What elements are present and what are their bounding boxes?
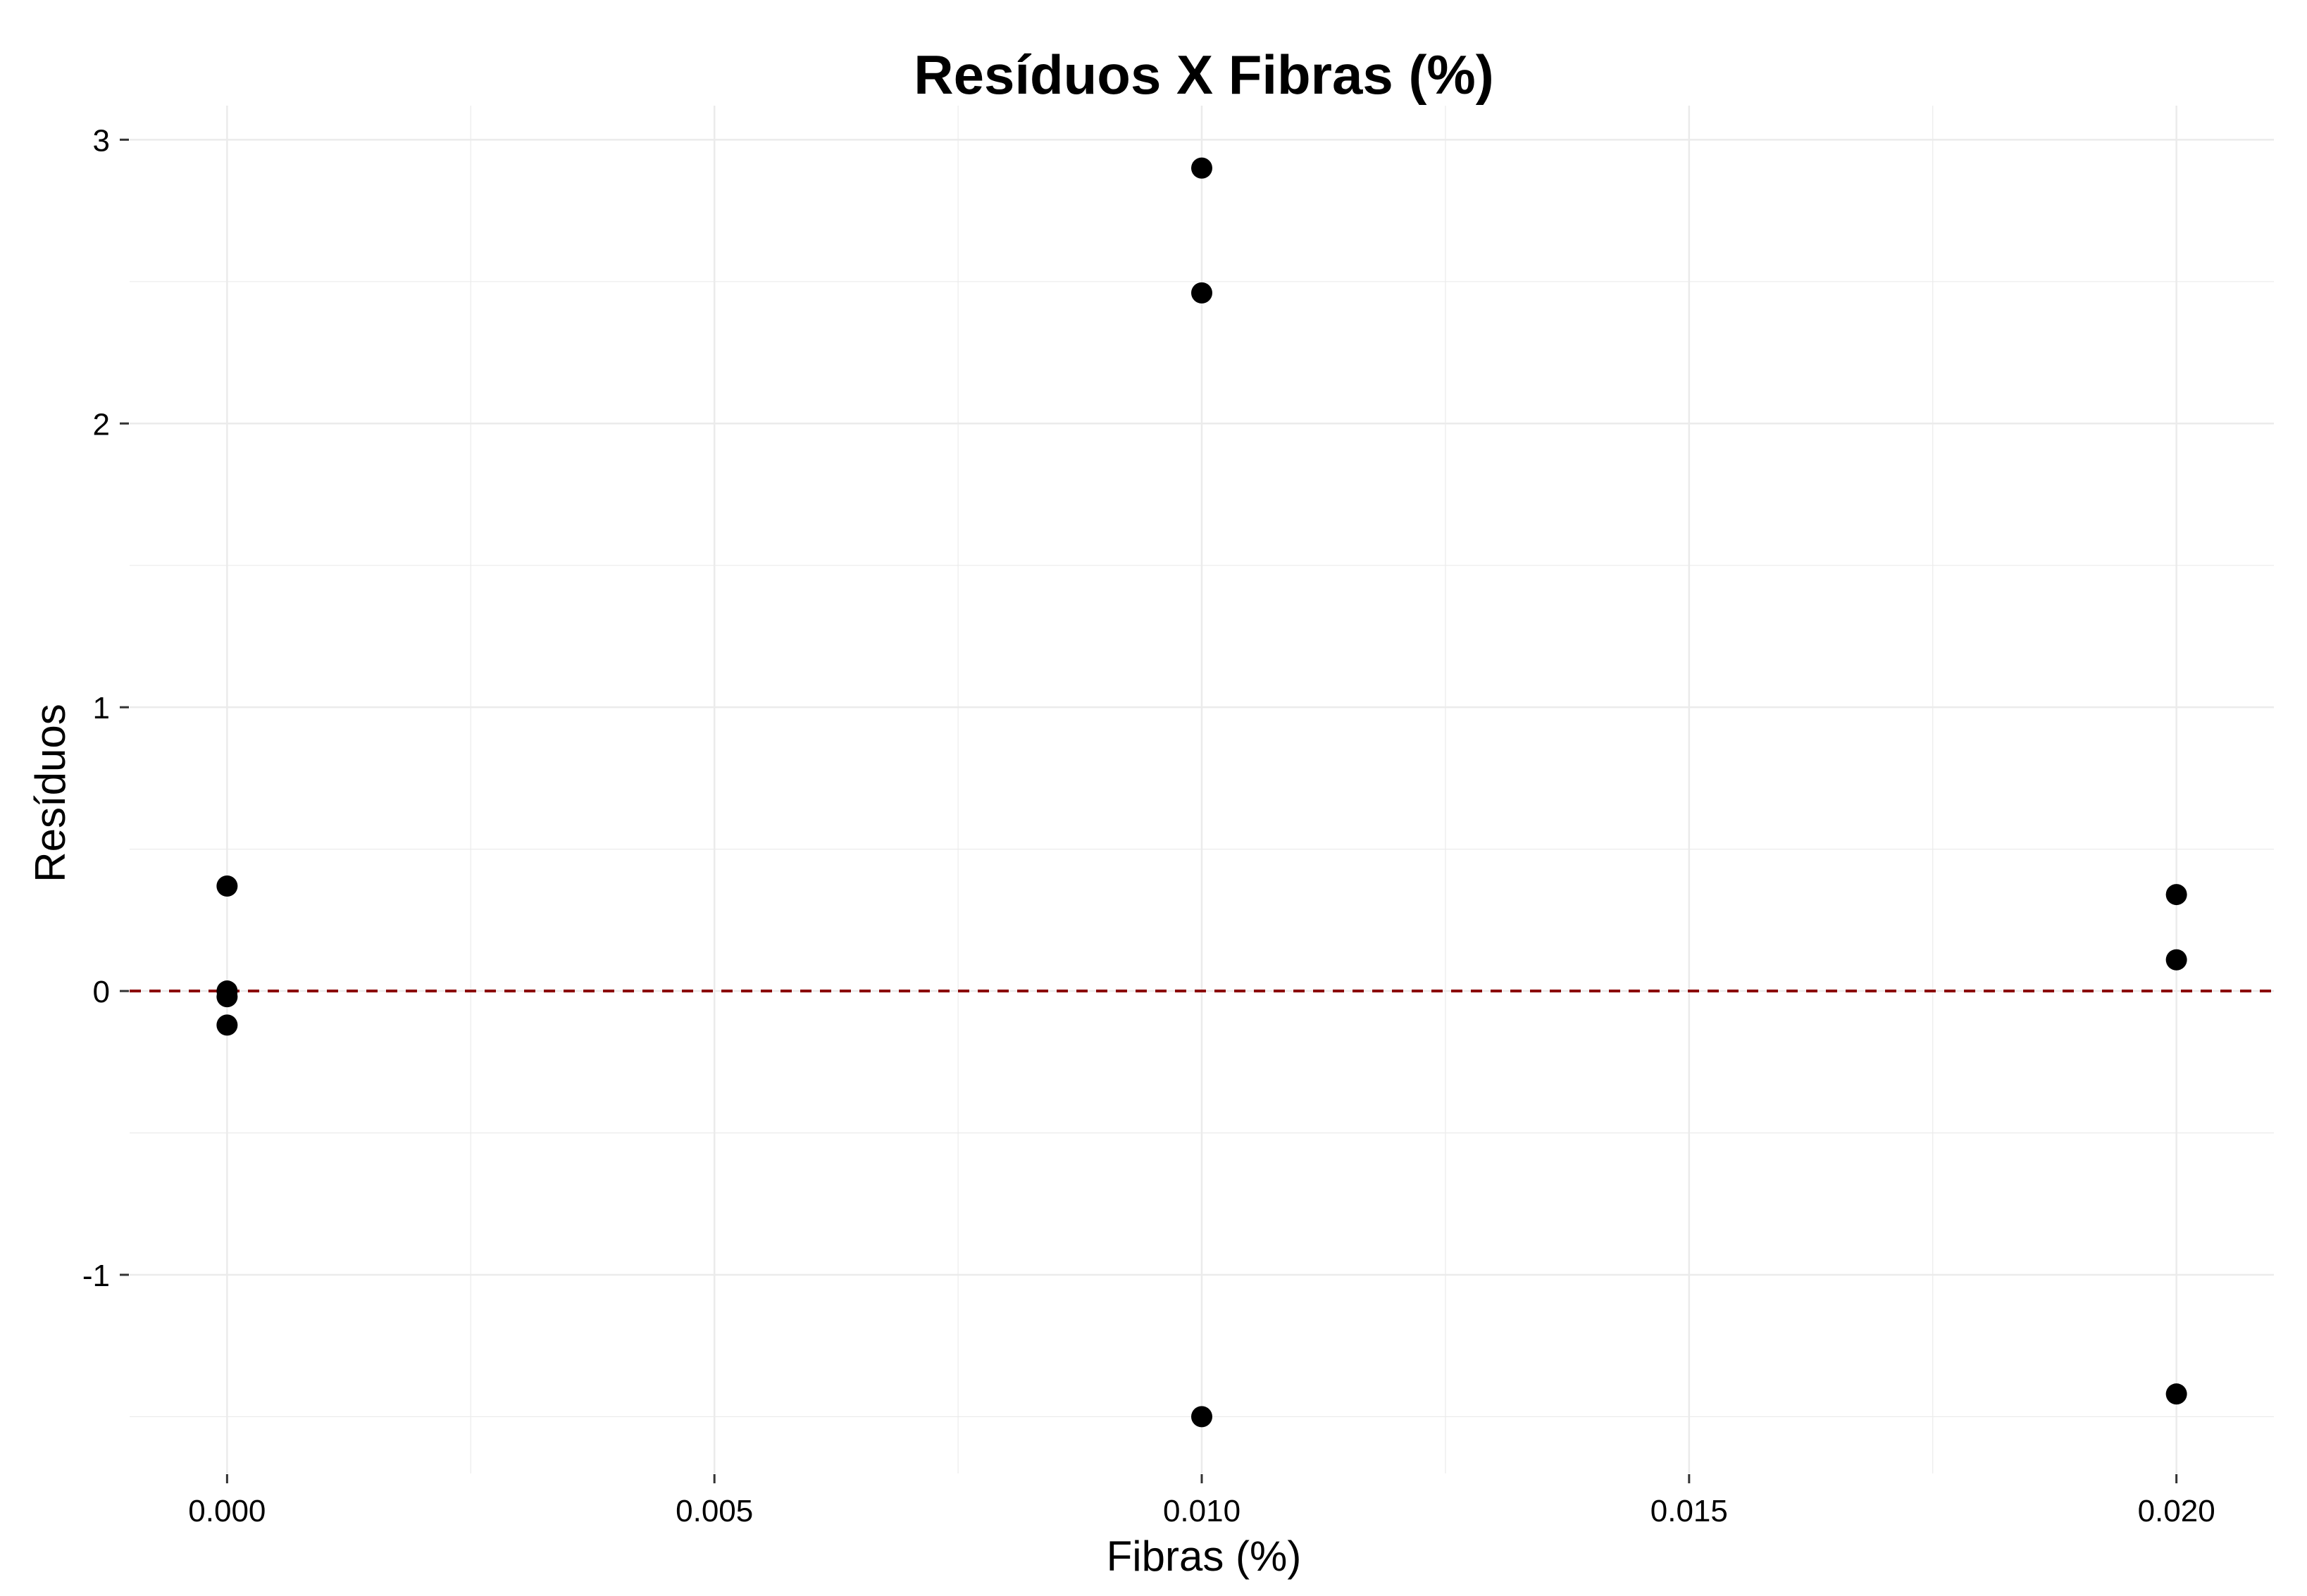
y-tick-label: 1 [93,691,110,725]
data-point [1191,282,1212,304]
data-point [2165,949,2187,971]
x-tick-label: 0.020 [2138,1494,2215,1528]
x-tick-label: 0.005 [676,1494,753,1528]
y-tick-label: 2 [93,407,110,442]
data-point [216,986,238,1008]
x-axis-label: Fibras (%) [1107,1533,1302,1580]
grid-lines [130,106,2274,1473]
data-point [1191,1406,1212,1428]
data-point [216,875,238,897]
data-point [2165,1383,2187,1405]
y-axis-label: Resíduos [27,704,74,882]
y-tick-label: 3 [93,123,110,158]
x-tick-label: 0.000 [188,1494,266,1528]
data-point [2165,884,2187,906]
y-axis: -1 0 1 2 3 [82,123,129,1293]
y-tick-label: 0 [93,975,110,1009]
x-axis: 0.000 0.005 0.010 0.015 0.020 [188,1474,2215,1528]
x-tick-label: 0.010 [1163,1494,1240,1528]
y-tick-label: -1 [82,1259,110,1293]
data-points [216,157,2187,1428]
data-point [216,1014,238,1036]
data-point [1191,157,1212,179]
x-tick-label: 0.015 [1650,1494,1728,1528]
chart-title: Resíduos X Fibras (%) [914,44,1494,106]
